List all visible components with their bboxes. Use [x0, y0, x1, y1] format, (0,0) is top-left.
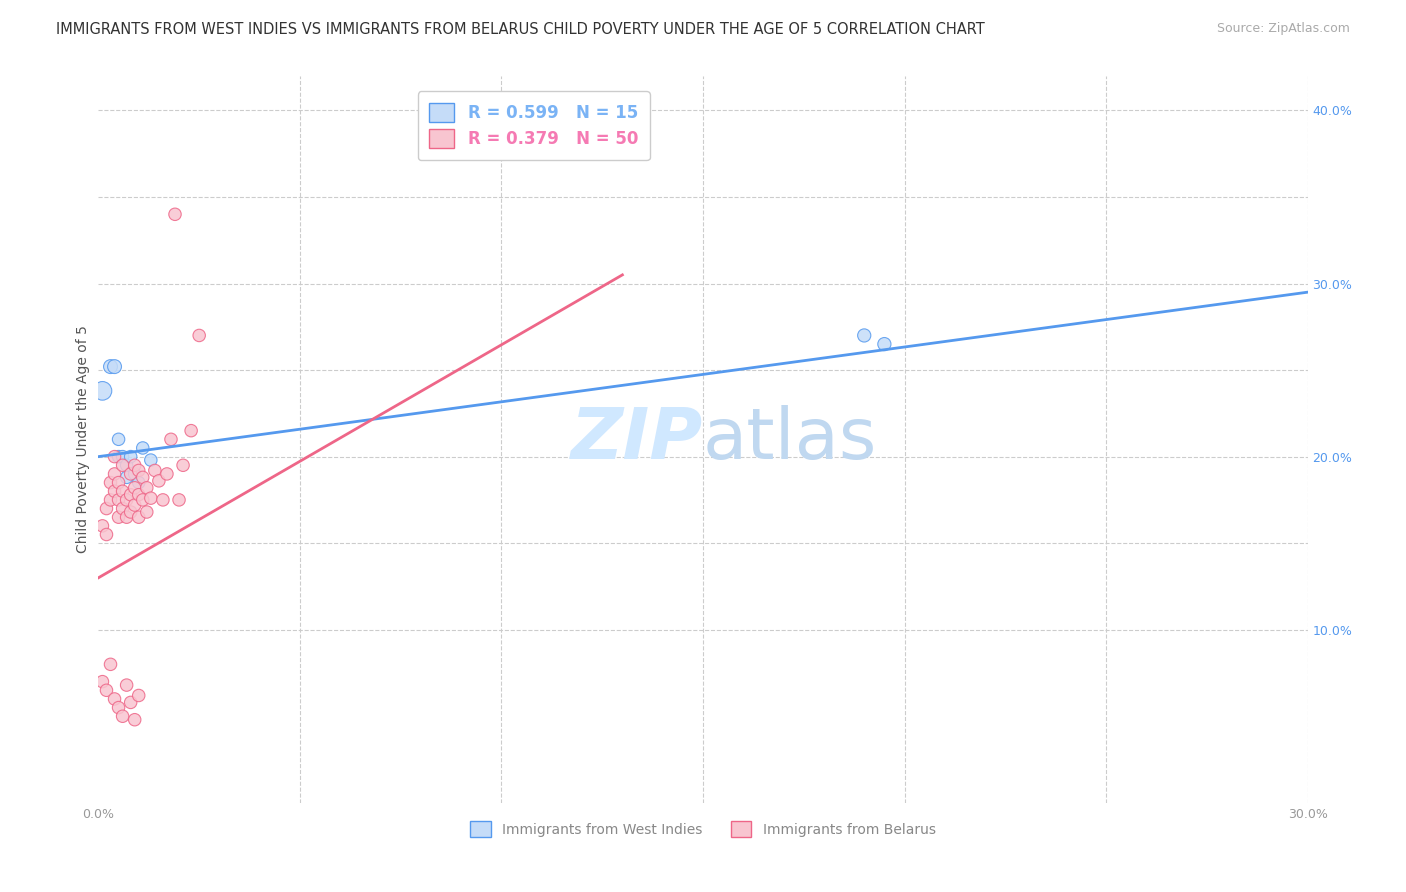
Point [103, 467, 125, 481]
Point [156, 467, 179, 481]
Point [100, 359, 122, 374]
Point [107, 700, 129, 714]
Point [107, 450, 129, 464]
Point [100, 657, 122, 672]
Point [107, 510, 129, 524]
Point [100, 475, 122, 490]
Point [103, 692, 125, 706]
Point [143, 463, 166, 477]
Point [115, 470, 138, 484]
Point [124, 467, 146, 481]
Point [103, 359, 125, 374]
Point [96, 683, 118, 698]
Point [115, 492, 138, 507]
Point [115, 510, 138, 524]
Point [120, 488, 142, 502]
Point [128, 463, 150, 477]
Point [91, 384, 114, 398]
Point [135, 481, 157, 495]
Point [180, 424, 202, 438]
Point [167, 492, 190, 507]
Point [160, 432, 183, 446]
Point [107, 432, 129, 446]
Point [120, 695, 142, 709]
Point [128, 689, 150, 703]
Point [103, 484, 125, 499]
Point [111, 484, 134, 499]
Point [107, 475, 129, 490]
Point [100, 492, 122, 507]
Point [111, 458, 134, 473]
Point [91, 674, 114, 689]
Point [132, 492, 155, 507]
Point [96, 527, 118, 541]
Point [124, 713, 146, 727]
Text: Source: ZipAtlas.com: Source: ZipAtlas.com [1216, 22, 1350, 36]
Point [115, 678, 138, 692]
Point [124, 458, 146, 473]
Point [96, 501, 118, 516]
Point [132, 470, 155, 484]
Point [148, 474, 170, 488]
Point [120, 450, 142, 464]
Point [152, 492, 174, 507]
Point [135, 505, 157, 519]
Point [124, 498, 146, 512]
Point [163, 207, 186, 221]
Point [172, 458, 194, 473]
Y-axis label: Child Poverty Under the Age of 5: Child Poverty Under the Age of 5 [76, 326, 90, 553]
Point [111, 450, 134, 464]
Point [103, 450, 125, 464]
Point [120, 467, 142, 481]
Point [853, 328, 876, 343]
Text: IMMIGRANTS FROM WEST INDIES VS IMMIGRANTS FROM BELARUS CHILD POVERTY UNDER THE A: IMMIGRANTS FROM WEST INDIES VS IMMIGRANT… [56, 22, 986, 37]
Point [188, 328, 211, 343]
Point [111, 501, 134, 516]
Text: ZIP: ZIP [571, 405, 703, 474]
Point [139, 453, 162, 467]
Point [115, 458, 138, 473]
Point [128, 488, 150, 502]
Point [128, 510, 150, 524]
Text: atlas: atlas [703, 405, 877, 474]
Point [107, 492, 129, 507]
Point [120, 505, 142, 519]
Point [139, 491, 162, 505]
Point [91, 519, 114, 533]
Point [132, 441, 155, 455]
Point [111, 709, 134, 723]
Point [128, 475, 150, 490]
Legend: Immigrants from West Indies, Immigrants from Belarus: Immigrants from West Indies, Immigrants … [461, 811, 945, 847]
Point [124, 481, 146, 495]
Point [873, 337, 896, 351]
